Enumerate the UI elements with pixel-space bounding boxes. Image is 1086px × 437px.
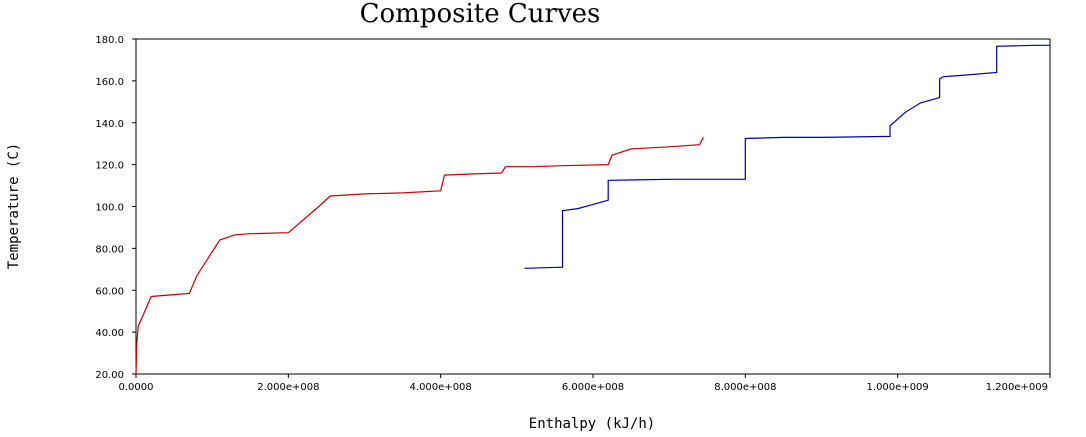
x-axis-label: Enthalpy (kJ/h) — [529, 416, 655, 432]
cold-composite-curve — [524, 44, 1050, 269]
plot-area — [135, 38, 1051, 375]
y-tick-label: 60.00 — [95, 286, 124, 297]
series-layer — [135, 44, 1050, 375]
y-tick-label: 80.00 — [95, 244, 124, 255]
y-tick-label: 140.0 — [95, 119, 124, 130]
x-tick-label: 8.000e+008 — [714, 382, 776, 393]
x-tick-label: 0.0000 — [119, 382, 154, 393]
y-tick-label: 160.0 — [95, 77, 124, 88]
hot-composite-curve — [135, 137, 704, 375]
y-tick-label: 20.00 — [95, 370, 124, 381]
y-tick-label: 180.0 — [95, 35, 124, 46]
y-axis: 20.00 40.00 60.00 80.00 100.0 120.0 140.0 160.0… — [95, 35, 136, 381]
chart-title: Composite Curves — [360, 0, 601, 29]
x-tick-label: 4.000e+008 — [410, 382, 472, 393]
x-tick-label: 2.000e+008 — [257, 382, 319, 393]
x-tick-label: 1.000e+009 — [867, 382, 929, 393]
y-tick-label: 120.0 — [95, 161, 124, 172]
y-axis-label: Temperature (C) — [6, 143, 22, 269]
x-tick-label: 1.200e+009 — [986, 382, 1048, 393]
y-tick-label: 100.0 — [95, 203, 124, 214]
y-tick-label: 40.00 — [95, 328, 124, 339]
x-tick-label: 6.000e+008 — [562, 382, 624, 393]
x-axis: 0.0000 2.000e+008 4.000e+008 6.000e+008 8.00… — [119, 374, 1051, 393]
